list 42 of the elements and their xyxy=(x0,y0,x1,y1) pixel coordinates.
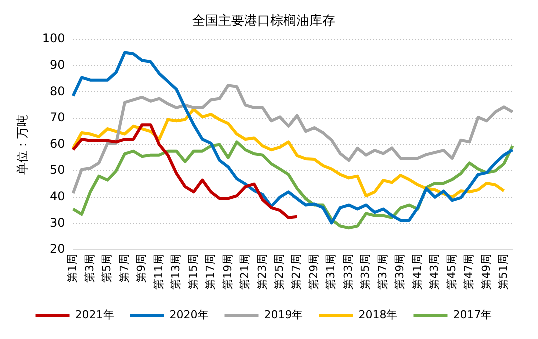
y-tick-label: 80 xyxy=(50,84,66,98)
x-tick-label: 第33周 xyxy=(342,254,355,290)
chart-title: 全国主要港口棕榈油库存 xyxy=(192,13,336,30)
x-tick-label: 第25周 xyxy=(272,254,286,290)
x-tick-label: 第19周 xyxy=(221,254,234,290)
y-tick-label: 60 xyxy=(50,136,66,151)
x-tick-label: 第43周 xyxy=(428,254,442,290)
x-tick-label: 第35周 xyxy=(359,254,372,290)
x-tick-label: 第23周 xyxy=(256,254,269,290)
x-tick-label: 第47周 xyxy=(462,254,476,290)
y-tick-label: 90 xyxy=(50,58,66,72)
x-tick-label: 第15周 xyxy=(186,254,200,290)
legend-label: 2020年 xyxy=(170,308,209,322)
legend-label: 2017年 xyxy=(453,308,492,322)
x-tick-label: 第1周 xyxy=(66,254,80,284)
legend-label: 2018年 xyxy=(358,308,398,322)
x-tick-label: 第49周 xyxy=(480,254,493,290)
y-tick-label: 30 xyxy=(50,216,66,230)
x-tick-label: 第21周 xyxy=(238,254,252,290)
x-tick-label: 第29周 xyxy=(307,254,320,290)
legend-label: 2019年 xyxy=(264,308,304,322)
x-tick-label: 第45周 xyxy=(445,254,458,290)
x-tick-label: 第37周 xyxy=(376,254,390,290)
x-tick-label: 第13周 xyxy=(170,254,183,290)
x-tick-label: 第51周 xyxy=(497,254,510,290)
x-tick-label: 第5周 xyxy=(100,254,114,284)
x-tick-label: 第27周 xyxy=(290,254,304,290)
x-tick-label: 第41周 xyxy=(410,254,424,290)
x-tick-label: 第31周 xyxy=(324,254,338,290)
y-tick-label: 50 xyxy=(50,163,66,178)
x-tick-label: 第11周 xyxy=(152,254,166,290)
legend-label: 2021年 xyxy=(75,308,114,322)
y-tick-label: 20 xyxy=(50,242,66,256)
x-tick-label: 第39周 xyxy=(394,254,407,290)
x-tick-label: 第17周 xyxy=(204,254,218,290)
x-tick-label: 第7周 xyxy=(118,254,131,284)
y-tick-label: 100 xyxy=(42,32,66,46)
x-tick-label: 第9周 xyxy=(135,254,148,284)
y-tick-label: 70 xyxy=(50,110,66,125)
x-tick-label: 第3周 xyxy=(83,254,96,284)
y-tick-label: 40 xyxy=(50,190,66,204)
y-axis-title: 单位：万吨 xyxy=(15,114,30,175)
